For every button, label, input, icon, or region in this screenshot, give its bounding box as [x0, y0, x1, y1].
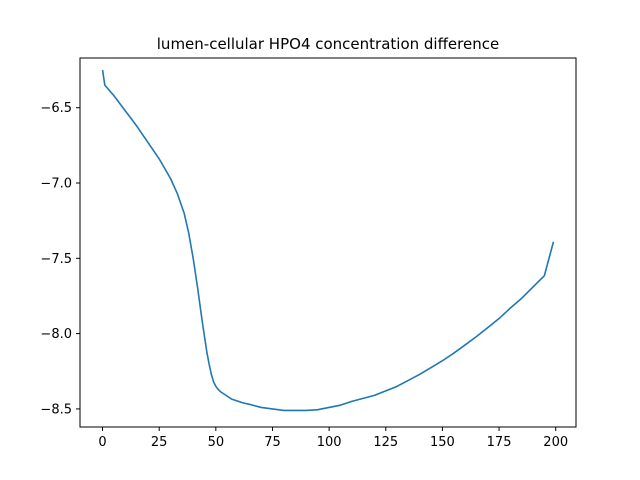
y-axis: −6.5 −7.0 −7.5 −8.0 −8.5 — [40, 101, 80, 417]
plot-area — [101, 69, 555, 412]
series-line-0 — [101, 69, 555, 412]
y-tick-label: −7.5 — [40, 252, 72, 267]
x-tick-label: 50 — [208, 435, 225, 450]
axes-frame — [79, 57, 577, 428]
chart-title: lumen-cellular HPO4 concentration differ… — [157, 35, 499, 53]
x-tick-label: 0 — [98, 435, 106, 450]
x-tick-label: 150 — [430, 435, 455, 450]
x-tick-label: 25 — [151, 435, 168, 450]
x-axis: 0 25 50 75 100 125 150 175 200 — [98, 427, 568, 450]
y-tick-label: −6.5 — [40, 101, 72, 116]
x-tick-label: 100 — [317, 435, 342, 450]
y-tick-label: −8.0 — [40, 327, 72, 342]
y-tick-label: −7.0 — [40, 177, 72, 192]
y-tick-label: −8.5 — [40, 402, 72, 417]
x-tick-label: 175 — [487, 435, 512, 450]
x-tick-label: 75 — [264, 435, 281, 450]
x-tick-label: 125 — [373, 435, 398, 450]
x-tick-label: 200 — [543, 435, 568, 450]
